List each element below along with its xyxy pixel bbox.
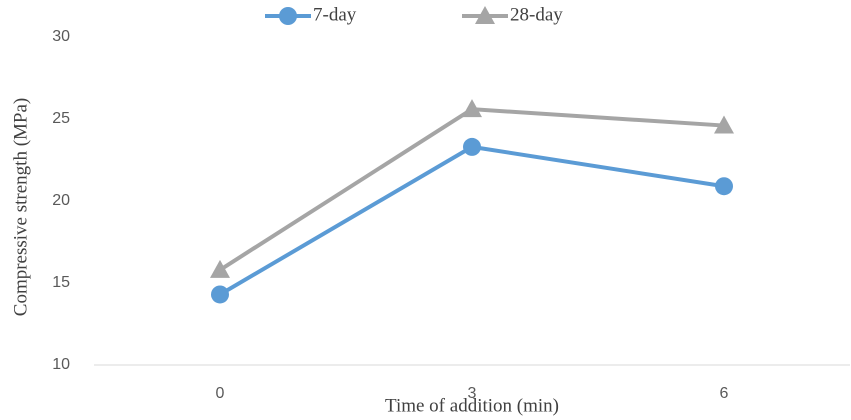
data-point	[715, 177, 733, 196]
y-tick-label: 15	[52, 274, 70, 291]
data-point	[210, 259, 230, 278]
data-point	[211, 285, 229, 304]
x-tick-label: 3	[468, 385, 477, 402]
y-axis-title: Compressive strength (MPa)	[10, 98, 31, 316]
series-line	[218, 107, 725, 272]
y-tick-label: 20	[52, 192, 70, 209]
x-axis-title: Time of addition (min)	[385, 395, 559, 416]
x-tick-label: 0	[216, 385, 225, 402]
x-tick-label: 6	[720, 385, 729, 402]
data-point	[462, 99, 482, 118]
legend-marker	[475, 6, 495, 24]
data-point	[463, 137, 481, 156]
legend-label: 28-day	[510, 4, 563, 25]
legend-marker	[279, 7, 297, 25]
legend-label: 7-day	[313, 4, 357, 25]
y-tick-label: 30	[52, 28, 70, 45]
y-tick-label: 10	[52, 356, 70, 373]
y-tick-label: 25	[52, 110, 70, 127]
data-point	[714, 115, 734, 134]
